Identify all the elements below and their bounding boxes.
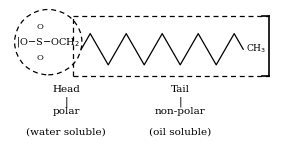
Text: O: O <box>37 54 43 62</box>
Text: polar: polar <box>52 107 80 116</box>
Text: O: O <box>37 22 43 31</box>
Text: |: | <box>178 96 182 107</box>
Text: CH$_3$: CH$_3$ <box>246 43 266 55</box>
Text: (oil soluble): (oil soluble) <box>149 128 211 137</box>
Text: Tail: Tail <box>170 85 190 94</box>
Text: $|$O$-$S$-$OCH$_2$: $|$O$-$S$-$OCH$_2$ <box>16 35 80 49</box>
Text: Head: Head <box>52 85 80 94</box>
Text: non-polar: non-polar <box>155 107 205 116</box>
Text: (water soluble): (water soluble) <box>26 128 106 137</box>
Text: |: | <box>64 96 68 107</box>
